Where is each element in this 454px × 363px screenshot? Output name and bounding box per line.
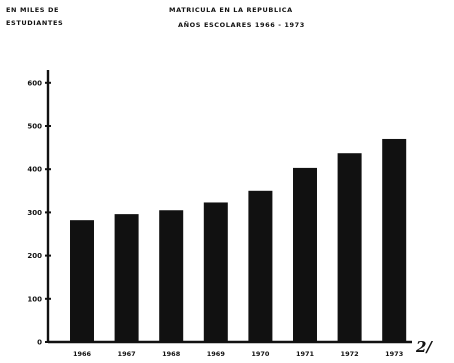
- y-tick-label: 300: [27, 209, 42, 217]
- bar: [337, 153, 362, 342]
- y-unit-label-line1: EN MILES DE: [6, 6, 59, 14]
- y-tick-label: 400: [27, 166, 42, 174]
- chart-title-line2: AÑOS ESCOLARES 1966 - 1973: [178, 21, 305, 29]
- y-tick-label: 500: [27, 123, 42, 131]
- bar: [293, 167, 317, 342]
- x-tick-label: 1968: [162, 350, 181, 358]
- bar: [159, 210, 184, 342]
- bar-series: [70, 138, 407, 342]
- x-tick-label: 1969: [207, 350, 226, 358]
- y-tick-label: 100: [27, 295, 42, 303]
- chart-title-line1: MATRICULA EN LA REPUBLICA: [169, 6, 293, 14]
- x-tick-label: 1972: [341, 350, 359, 358]
- bar: [248, 190, 273, 342]
- y-tick-label: 600: [27, 79, 42, 87]
- x-tick-label: 1966: [73, 350, 92, 358]
- y-axis-ticks: 0 100 200 300 400 500 600: [27, 79, 51, 347]
- bar: [203, 202, 228, 342]
- x-tick-label: 1973: [385, 350, 403, 358]
- bar: [70, 220, 94, 342]
- bar: [382, 138, 407, 342]
- x-tick-label: 1971: [296, 350, 315, 358]
- y-tick-label: 0: [37, 339, 42, 347]
- y-unit-label-line2: ESTUDIANTES: [6, 19, 64, 27]
- footnote-mark: 2/: [416, 338, 432, 356]
- y-tick-label: 200: [27, 252, 42, 260]
- x-axis-labels: 1966 1967 1968 1969 1970 1971 1972 1973: [73, 350, 403, 358]
- x-tick-label: 1970: [251, 350, 270, 358]
- bar: [114, 214, 139, 342]
- x-tick-label: 1967: [118, 350, 136, 358]
